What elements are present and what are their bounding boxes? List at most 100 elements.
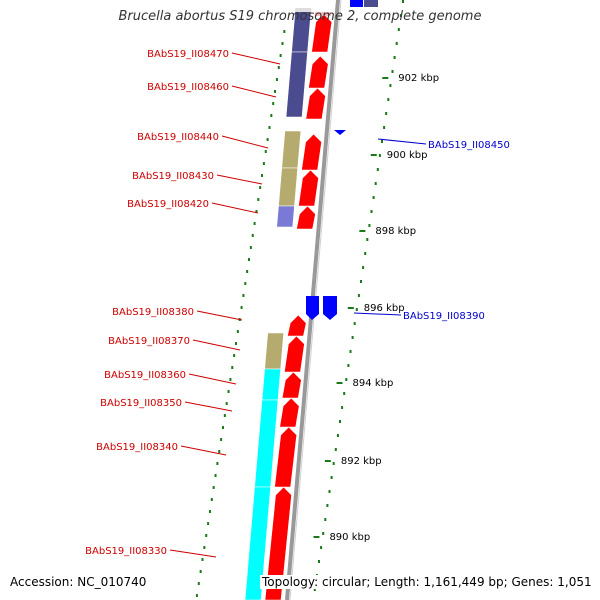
forward-cds-arrow — [308, 55, 329, 89]
ruler-dot — [313, 588, 316, 591]
inner-ruler-dot — [214, 474, 217, 477]
label-leader — [377, 138, 427, 145]
ruler-dot — [397, 28, 400, 31]
forward-cds-arrow — [296, 205, 316, 230]
inner-ruler-dot — [266, 138, 269, 141]
label-leader — [180, 445, 227, 456]
ruler-dot — [383, 126, 386, 129]
inner-ruler-dot — [248, 258, 251, 261]
gene-label-forward: BAbS19_II08370 — [108, 336, 190, 347]
inner-ruler-dot — [257, 198, 260, 201]
cog-block-faded — [295, 8, 312, 12]
reverse-cds-arrow — [323, 296, 337, 320]
ruler-dot — [343, 392, 346, 395]
reverse-cds-track — [306, 0, 378, 320]
gene-label-forward: BAbS19_II08440 — [137, 132, 219, 143]
inner-ruler-dot — [236, 330, 239, 333]
inner-ruler-dot — [246, 270, 249, 273]
label-leaders — [169, 52, 427, 558]
inner-ruler-dot — [208, 510, 211, 513]
inner-ruler-dot — [264, 150, 267, 153]
forward-cds-arrow — [298, 169, 319, 207]
forward-cds-faded — [314, 12, 331, 16]
label-leader — [184, 401, 233, 412]
ruler-dot — [362, 266, 365, 269]
tick-label: 900 kbp — [387, 150, 428, 161]
inner-ruler-dot — [283, 30, 286, 33]
ruler-dot — [320, 546, 323, 549]
cog-block — [281, 130, 302, 169]
inner-ruler-dot — [272, 102, 275, 105]
forward-cds-arrow — [305, 87, 326, 120]
inner-ruler-dot — [240, 306, 243, 309]
ruler-dot — [330, 476, 333, 479]
tick-label: 892 kbp — [341, 456, 382, 467]
gene-label-reverse: BAbS19_II08390 — [403, 311, 485, 322]
ruler-dot — [370, 210, 373, 213]
tick-label: 898 kbp — [375, 226, 416, 237]
ruler-dot — [387, 98, 390, 101]
inner-ruler-dot — [207, 522, 210, 525]
gene-label-forward: BAbS19_II08430 — [132, 171, 214, 182]
ruler-dot — [391, 70, 394, 73]
gene-label-reverse: BAbS19_II08450 — [428, 140, 510, 151]
cog-block — [254, 399, 279, 488]
inner-ruler-dot — [277, 66, 280, 69]
label-leader — [169, 549, 217, 558]
ruler-dot — [395, 42, 398, 45]
ruler-dot — [376, 168, 379, 171]
forward-cds-arrow — [311, 13, 333, 53]
gene-label-forward: BAbS19_II08420 — [127, 199, 209, 210]
forward-cds-arrow — [284, 335, 305, 373]
ruler-dot — [399, 14, 402, 17]
ruler-dot — [364, 252, 367, 255]
label-leader — [196, 310, 243, 321]
forward-cds-arrow — [281, 371, 302, 399]
inner-ruler-dot — [229, 378, 232, 381]
label-leader — [211, 202, 259, 214]
gene-label-forward: BAbS19_II08380 — [112, 307, 194, 318]
ruler-dot — [372, 196, 375, 199]
inner-ruler-dot — [275, 78, 278, 81]
ruler-dot — [324, 518, 327, 521]
cog-block — [264, 332, 285, 370]
label-leader — [353, 312, 402, 316]
ruler-dot — [341, 406, 344, 409]
inner-ruler-dot — [199, 570, 202, 573]
forward-cds-arrow — [287, 314, 307, 337]
reverse-cds-arrow — [306, 296, 319, 320]
label-leader — [216, 174, 263, 185]
forward-cds-arrow — [264, 486, 292, 600]
gene-label-forward: BAbS19_II08340 — [96, 442, 178, 453]
inner-ruler-dot — [210, 498, 213, 501]
ruler-dot — [318, 560, 320, 563]
ruler-dot — [328, 490, 331, 493]
ruler-dot — [351, 336, 354, 339]
inner-ruler-dot — [261, 174, 264, 177]
inner-ruler-dot — [233, 354, 236, 357]
ruler-dot — [336, 434, 339, 437]
cog-block — [285, 51, 308, 118]
ruler-dot — [393, 56, 396, 59]
accession-text: Accession: NC_010740 — [8, 575, 149, 589]
inner-ruler-dot — [268, 126, 271, 129]
inner-ruler-dot — [223, 414, 226, 417]
axis-ticks: 890 kbp 892 kbp 894 kbp 896 kbp 898 kbp 900 k… — [313, 73, 439, 543]
ruler-dot — [355, 308, 358, 311]
label-leader — [221, 135, 269, 149]
ruler-dot — [339, 420, 341, 423]
forward-cds-arrow — [274, 426, 298, 488]
inner-ruler-dot — [244, 282, 247, 285]
forward-cds-arrow — [301, 133, 322, 171]
gene-label-forward: BAbS19_II08330 — [85, 546, 167, 557]
inner-ruler-dot — [253, 222, 256, 225]
label-leader — [231, 52, 281, 65]
cog-block — [244, 486, 271, 600]
gene-label-forward: BAbS19_II08360 — [104, 370, 186, 381]
ruler-dot — [357, 294, 360, 297]
inner-ruler-dot — [203, 546, 206, 549]
inner-ruler-dot — [218, 450, 221, 453]
ruler-dot — [368, 224, 371, 227]
inner-ruler-dot — [197, 582, 200, 585]
